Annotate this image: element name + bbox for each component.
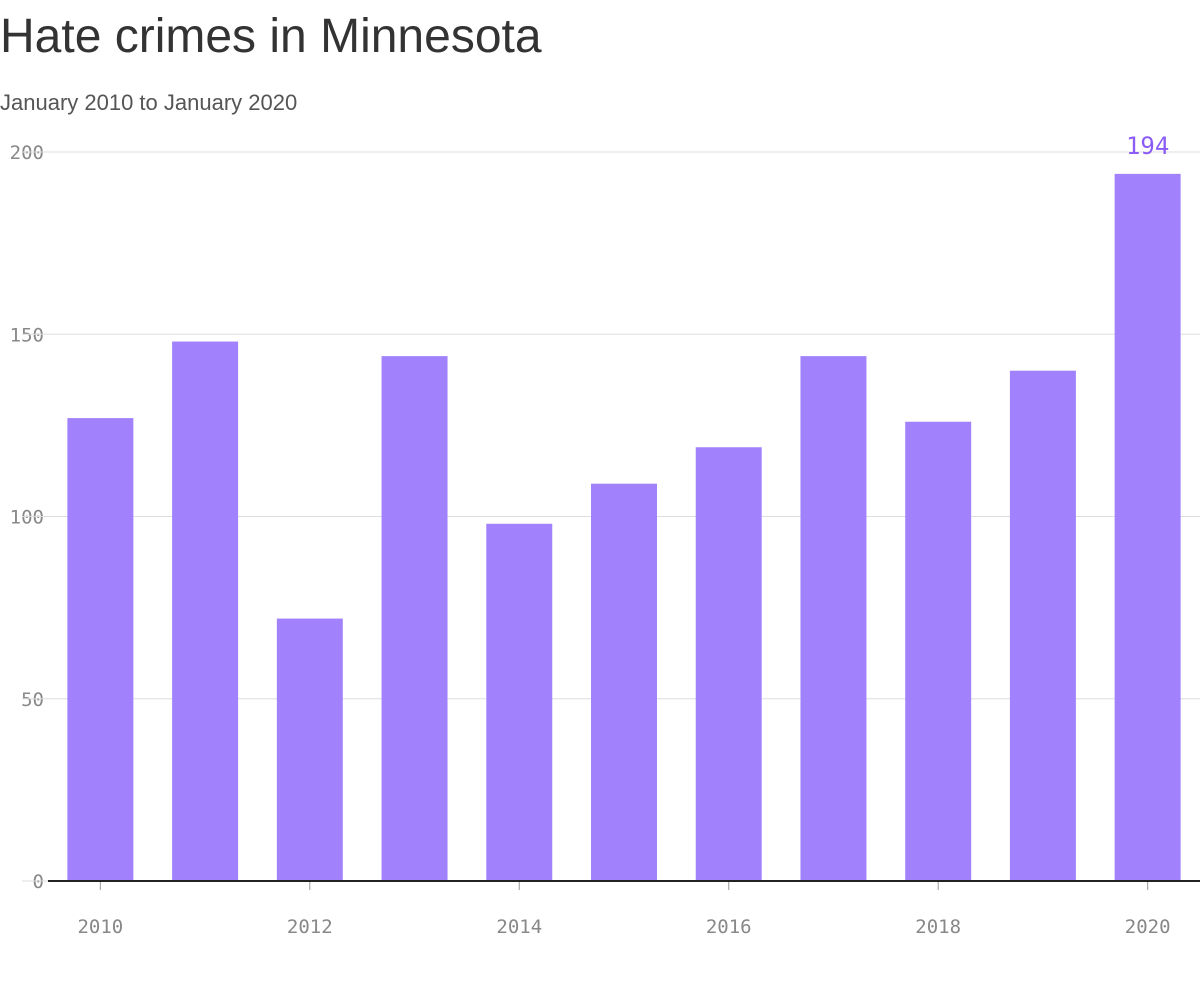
x-tick-label: 2014 [496, 916, 542, 938]
bar [67, 418, 134, 881]
y-tick-label: 100 [10, 507, 44, 529]
y-tick-label: 200 [10, 142, 44, 164]
bar [276, 618, 343, 881]
y-tick-label: 0 [33, 871, 44, 893]
chart-subtitle: January 2010 to January 2020 [0, 90, 297, 115]
x-tick-label: 2018 [915, 916, 961, 938]
data-label: 194 [1126, 132, 1169, 160]
x-tick-label: 2020 [1125, 916, 1171, 938]
bar [486, 523, 553, 881]
bar [905, 421, 972, 881]
bar [800, 356, 867, 881]
x-tick-label: 2010 [77, 916, 123, 938]
x-tick-label: 2016 [706, 916, 752, 938]
bar [695, 447, 762, 881]
bar [1114, 173, 1181, 881]
bar [172, 341, 239, 881]
chart-title: Hate crimes in Minnesota [0, 10, 542, 63]
bar [1009, 370, 1076, 881]
bar [591, 483, 657, 881]
x-tick-label: 2012 [287, 916, 333, 938]
bar [381, 356, 448, 881]
y-tick-label: 150 [10, 324, 44, 346]
y-tick-label: 50 [21, 689, 44, 711]
